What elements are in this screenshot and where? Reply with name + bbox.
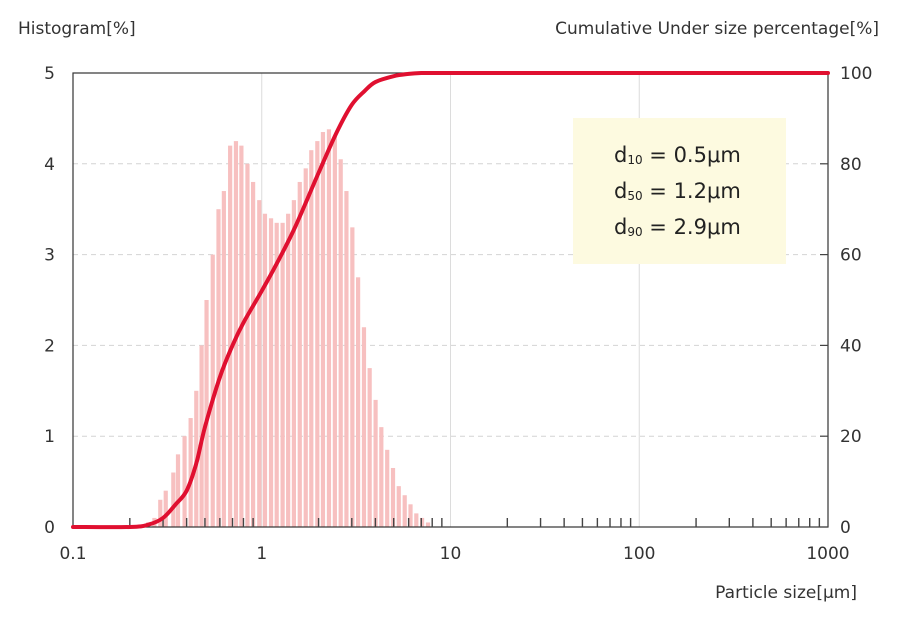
histogram-bar [262, 213, 268, 528]
histogram-bar [280, 222, 285, 527]
histogram-bar [204, 300, 209, 527]
histogram-bar [188, 418, 193, 527]
histogram-bar [171, 472, 176, 527]
histogram-bar [373, 399, 378, 527]
y-right-tick-label: 40 [840, 336, 862, 356]
histogram-bar [158, 499, 163, 527]
y-right-tick-label: 60 [840, 246, 862, 266]
x-axis-title: Particle size[μm] [715, 583, 857, 603]
histogram-bar [228, 145, 233, 527]
histogram-bar [367, 368, 372, 527]
x-tick-label: 10 [440, 544, 462, 564]
histogram-bar [332, 136, 337, 527]
y-left-tick-label: 0 [44, 518, 55, 538]
x-tick-label: 0.1 [59, 544, 86, 564]
tick-labels: 0.1 1 10 100 1000 0 1 2 3 4 5 0 20 40 60 80 100 [44, 64, 872, 564]
d-value-text: d10 = 0.5μm [614, 143, 741, 167]
histogram-bar [326, 129, 332, 527]
y-left-tick-label: 2 [44, 336, 55, 356]
histogram-bar [182, 436, 187, 527]
x-tick-label: 1000 [806, 544, 849, 564]
histogram-bar [414, 513, 419, 527]
histogram-bar [297, 181, 302, 527]
histogram-bar [221, 191, 226, 528]
histogram-bar [245, 163, 250, 528]
d-value-text: d90 = 2.9μm [614, 215, 741, 239]
histogram-bar [315, 141, 320, 527]
histogram-bar [175, 454, 181, 527]
histogram-bar [274, 222, 279, 527]
cumulative-curve [71, 70, 830, 530]
annotation-box [573, 118, 786, 264]
histogram-bar [408, 504, 413, 527]
axis-ticks [129, 72, 828, 528]
histogram-bar [356, 277, 361, 527]
right-axis-title: Cumulative Under size percentage[%] [555, 19, 879, 39]
histogram-bar [309, 150, 314, 527]
histogram-bar [239, 145, 244, 527]
histogram-bar [425, 522, 431, 527]
histogram-bar [344, 191, 349, 528]
histogram-bar [338, 159, 343, 527]
histogram-bar [350, 227, 355, 528]
y-left-tick-label: 1 [44, 427, 55, 447]
cumulative-curve-layer [71, 70, 830, 530]
histogram-bar [291, 200, 296, 527]
histogram-bar [216, 209, 221, 527]
left-axis-title: Histogram[%] [18, 19, 136, 39]
histogram-bar [390, 467, 396, 527]
x-tick-label: 100 [623, 544, 655, 564]
y-right-tick-label: 100 [840, 64, 872, 84]
y-right-tick-label: 0 [840, 518, 851, 538]
histogram-bar [303, 168, 308, 527]
y-right-tick-label: 80 [840, 155, 862, 175]
x-tick-label: 1 [256, 544, 267, 564]
y-right-tick-label: 20 [840, 427, 862, 447]
histogram-bar [361, 327, 367, 527]
histogram-bar [385, 449, 390, 527]
y-left-tick-label: 3 [44, 246, 55, 266]
histogram-bar [268, 218, 274, 527]
histogram-bar [286, 213, 291, 528]
y-left-tick-label: 5 [44, 64, 55, 84]
d-value-annotation: d10 = 0.5μm d50 = 1.2μm d90 = 2.9μm [573, 118, 786, 264]
histogram-bar [402, 495, 407, 527]
histogram-bar [251, 181, 256, 527]
histogram-bar [396, 486, 401, 527]
histogram-bar [379, 427, 384, 527]
d-value-text: d50 = 1.2μm [614, 179, 741, 203]
histogram-bar [210, 254, 215, 527]
histogram-bar [257, 200, 262, 527]
histogram-bar [163, 490, 168, 527]
histogram-bars [146, 129, 431, 528]
y-left-tick-label: 4 [44, 155, 55, 175]
histogram-bar [320, 132, 326, 527]
histogram-bar [419, 517, 425, 527]
